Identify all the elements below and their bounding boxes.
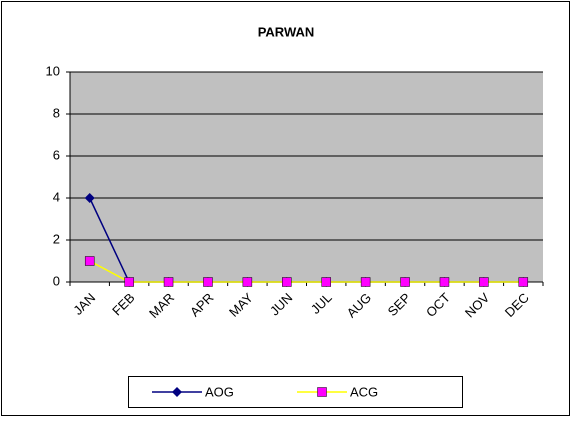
marker — [400, 277, 410, 287]
y-tick-label: 4 — [53, 189, 60, 204]
legend-marker — [172, 387, 182, 397]
marker — [203, 277, 213, 287]
legend-marker — [317, 387, 327, 397]
chart-title: PARWAN — [258, 24, 315, 39]
marker — [479, 277, 489, 287]
legend-label: AOG — [205, 384, 234, 399]
series-line — [89, 260, 524, 283]
marker — [518, 277, 529, 287]
marker — [84, 256, 95, 266]
y-tick-label: 8 — [53, 105, 60, 120]
plot-area — [70, 72, 543, 282]
marker — [163, 277, 174, 287]
marker — [84, 193, 95, 203]
legend-label: ACG — [350, 384, 378, 399]
marker — [321, 277, 331, 287]
y-tick-label: 6 — [53, 147, 60, 162]
marker — [439, 277, 450, 287]
y-tick-label: 0 — [53, 273, 60, 288]
marker — [242, 277, 253, 287]
marker — [124, 277, 134, 287]
y-tick-label: 10 — [46, 63, 60, 78]
marker — [282, 277, 292, 287]
y-tick-label: 2 — [53, 231, 60, 246]
marker — [360, 277, 371, 287]
